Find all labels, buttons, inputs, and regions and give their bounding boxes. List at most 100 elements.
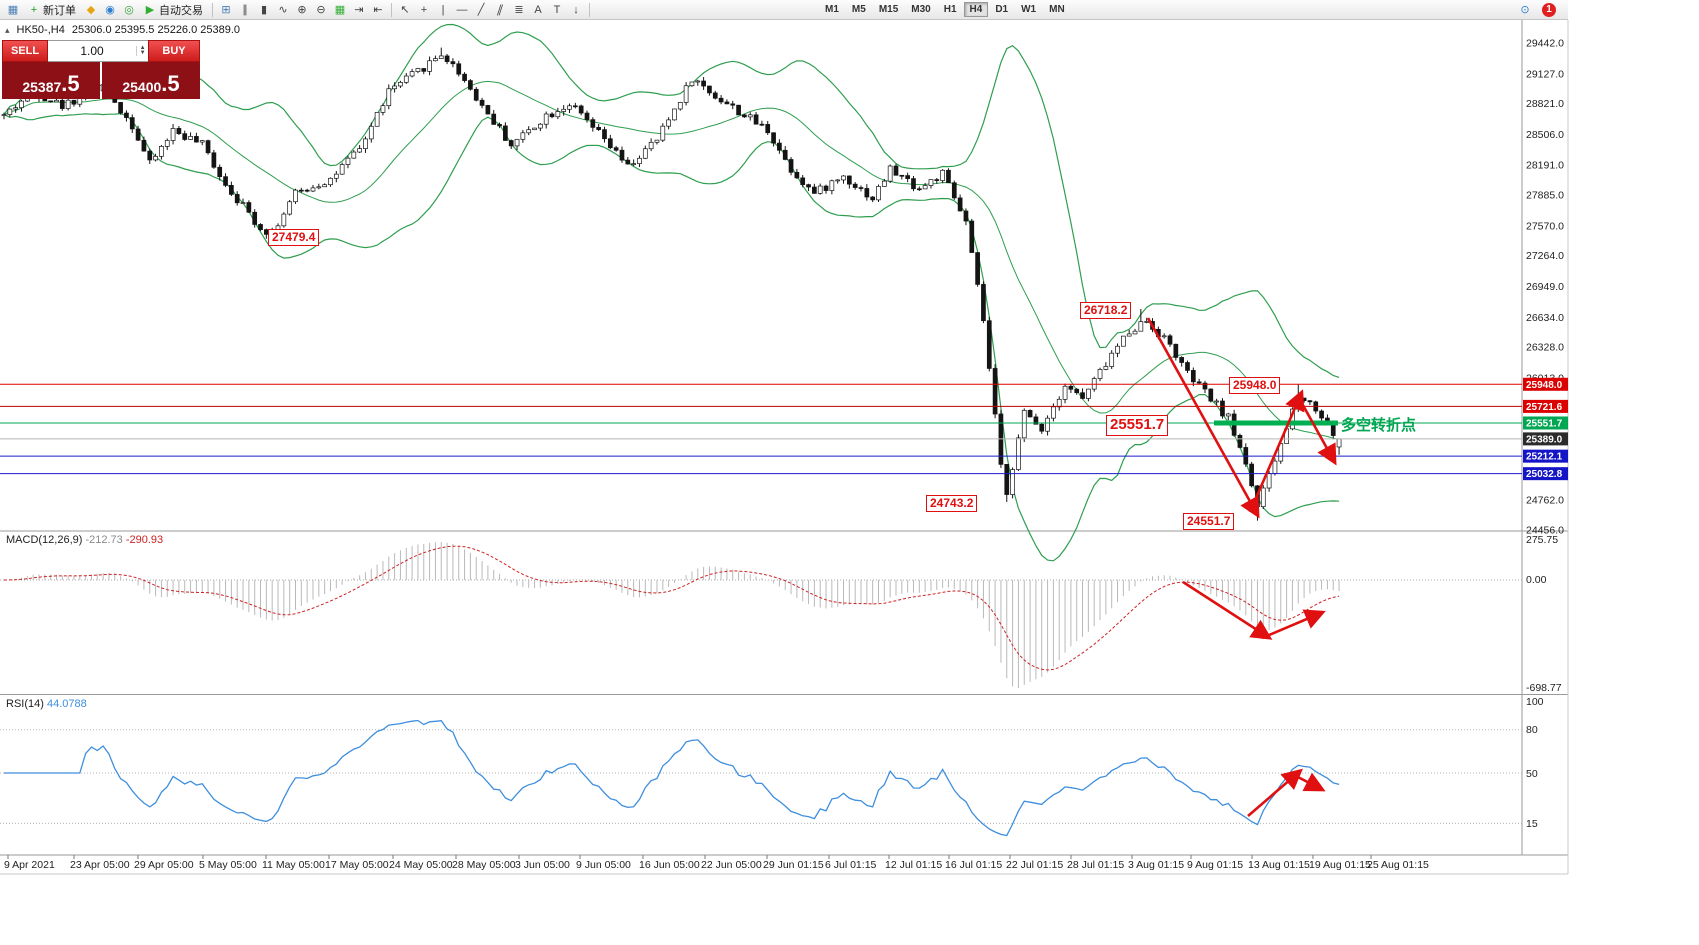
- symbol-ohlc: 25306.0 25395.5 25226.0 25389.0: [71, 24, 241, 36]
- price-annotation[interactable]: 27479.4: [268, 229, 320, 246]
- red-arrow[interactable]: [1297, 397, 1337, 466]
- sell-price: 25387: [22, 78, 62, 95]
- text-label-icon[interactable]: T: [553, 3, 561, 16]
- bar-chart-icon[interactable]: ∥: [242, 3, 248, 16]
- macd-histogram: [9, 542, 1340, 688]
- timeframe-w1[interactable]: W1: [1015, 2, 1042, 17]
- buy-price-tile[interactable]: 25400 .5: [102, 62, 200, 99]
- red-arrow[interactable]: [1146, 317, 1260, 519]
- price-annotation[interactable]: 24551.7: [1183, 513, 1235, 530]
- svg-text:3 Jun 05:00: 3 Jun 05:00: [515, 859, 570, 871]
- red-arrow[interactable]: [1261, 609, 1326, 640]
- auto-trading-button[interactable]: ▶ 自动交易: [139, 1, 208, 19]
- svg-text:5 May 05:00: 5 May 05:00: [199, 859, 257, 871]
- svg-text:24 May 05:00: 24 May 05:00: [389, 859, 453, 871]
- svg-text:50: 50: [1526, 768, 1538, 780]
- buy-price-fraction: .5: [161, 71, 180, 97]
- new-chart-icon[interactable]: ▦: [7, 3, 19, 16]
- bollinger-bands: [3, 23, 1340, 562]
- price-annotation[interactable]: 25948.0: [1229, 377, 1281, 394]
- price-annotation[interactable]: 24743.2: [926, 495, 978, 512]
- red-arrow[interactable]: [1247, 768, 1303, 817]
- svg-text:-698.77: -698.77: [1526, 682, 1562, 694]
- volume-box: ▲ ▼: [48, 40, 148, 62]
- tile-windows-icon[interactable]: ▦: [334, 3, 346, 16]
- svg-text:28191.0: 28191.0: [1526, 160, 1564, 172]
- timeframe-mn[interactable]: MN: [1043, 2, 1071, 17]
- sell-price-fraction: .5: [61, 71, 80, 97]
- svg-text:26328.0: 26328.0: [1526, 342, 1564, 354]
- svg-text:29442.0: 29442.0: [1526, 38, 1564, 50]
- pivot-text-label[interactable]: 多空转折点: [1341, 417, 1417, 434]
- volume-up-icon[interactable]: ▲: [139, 45, 146, 51]
- axis-badge: [1523, 416, 1568, 430]
- help-icon[interactable]: ◎: [124, 3, 134, 16]
- timeframe-m5[interactable]: M5: [846, 2, 872, 17]
- sell-price-tile[interactable]: 25387 .5: [2, 62, 100, 99]
- zoom-out-icon[interactable]: ⊖: [316, 3, 326, 16]
- svg-text:26634.0: 26634.0: [1526, 312, 1564, 324]
- crosshair-icon[interactable]: +: [420, 3, 428, 16]
- one-click-trading-panel: SELL ▲ ▼ BUY 25387 .5 25400 .5: [2, 40, 200, 99]
- chart-shift-icon[interactable]: ⇤: [373, 3, 383, 16]
- svg-text:24456.0: 24456.0: [1526, 525, 1564, 537]
- red-arrow[interactable]: [1182, 580, 1273, 640]
- community-icon[interactable]: ◉: [105, 3, 115, 16]
- svg-text:15: 15: [1526, 818, 1538, 830]
- trend-arrows[interactable]: [1146, 317, 1337, 817]
- auto-trading-label: 自动交易: [159, 4, 203, 17]
- svg-text:11 May 05:00: 11 May 05:00: [262, 859, 325, 871]
- timeframe-m1[interactable]: M1: [819, 2, 845, 17]
- collapse-icon[interactable]: ▴: [5, 24, 10, 35]
- sell-button[interactable]: SELL: [2, 40, 48, 62]
- timeframe-d1[interactable]: D1: [989, 2, 1014, 17]
- price-annotation[interactable]: 25551.7: [1106, 415, 1169, 436]
- vertical-line-icon[interactable]: |: [441, 3, 445, 16]
- svg-text:16 Jun 05:00: 16 Jun 05:00: [639, 859, 700, 871]
- svg-text:28 May 05:00: 28 May 05:00: [452, 859, 516, 871]
- new-order-button[interactable]: + 新订单: [23, 1, 81, 19]
- zoom-in-icon[interactable]: ⊕: [297, 3, 307, 16]
- svg-text:0.00: 0.00: [1526, 574, 1547, 586]
- svg-text:100: 100: [1526, 696, 1544, 708]
- horizontal-line-icon[interactable]: —: [456, 3, 468, 16]
- fibonacci-icon[interactable]: ≣: [514, 3, 524, 16]
- notification-badge[interactable]: 1: [1542, 2, 1556, 17]
- svg-text:22 Jul 01:15: 22 Jul 01:15: [1006, 859, 1063, 871]
- red-arrow[interactable]: [1293, 772, 1326, 792]
- svg-text:27264.0: 27264.0: [1526, 250, 1564, 262]
- trend-line-icon[interactable]: ╱: [477, 3, 485, 16]
- volume-input[interactable]: [48, 43, 137, 59]
- search-icon[interactable]: ⊙: [1520, 3, 1530, 16]
- arrows-tool-icon[interactable]: ↓: [573, 3, 579, 16]
- indicators-icon[interactable]: ⊞: [221, 3, 231, 16]
- candle-chart-icon[interactable]: ▮: [260, 3, 268, 16]
- red-arrow[interactable]: [1248, 389, 1305, 513]
- svg-text:29 Jun 01:15: 29 Jun 01:15: [763, 859, 824, 871]
- svg-text:16 Jul 01:15: 16 Jul 01:15: [945, 859, 1002, 871]
- svg-text:29 Apr 05:00: 29 Apr 05:00: [134, 859, 194, 871]
- toolbar-separator: [212, 2, 213, 17]
- axis-badge: [1523, 449, 1568, 463]
- line-chart-icon[interactable]: ∿: [278, 3, 288, 16]
- play-icon: ▶: [145, 3, 155, 16]
- timeframe-m30[interactable]: M30: [905, 2, 936, 17]
- svg-text:13 Aug 01:15: 13 Aug 01:15: [1248, 859, 1310, 871]
- text-tool-icon[interactable]: A: [534, 3, 542, 16]
- volume-down-icon[interactable]: ▼: [139, 50, 146, 56]
- macd-signal-line: [3, 545, 1340, 671]
- toolbar-separator: [589, 2, 590, 17]
- timeframe-h1[interactable]: H1: [938, 2, 963, 17]
- cursor-icon[interactable]: ↖: [400, 3, 410, 16]
- timeframe-m15[interactable]: M15: [873, 2, 904, 17]
- svg-text:28 Jul 01:15: 28 Jul 01:15: [1067, 859, 1124, 871]
- auto-scroll-icon[interactable]: ⇥: [354, 3, 364, 16]
- timeframe-h4[interactable]: H4: [963, 2, 989, 17]
- svg-text:27885.0: 27885.0: [1526, 190, 1564, 202]
- channel-icon[interactable]: ∥: [495, 3, 505, 16]
- mql5-icon[interactable]: ◆: [86, 3, 96, 16]
- svg-text:12 Jul 01:15: 12 Jul 01:15: [885, 859, 942, 871]
- buy-button[interactable]: BUY: [148, 40, 200, 62]
- price-annotation[interactable]: 26718.2: [1080, 302, 1132, 319]
